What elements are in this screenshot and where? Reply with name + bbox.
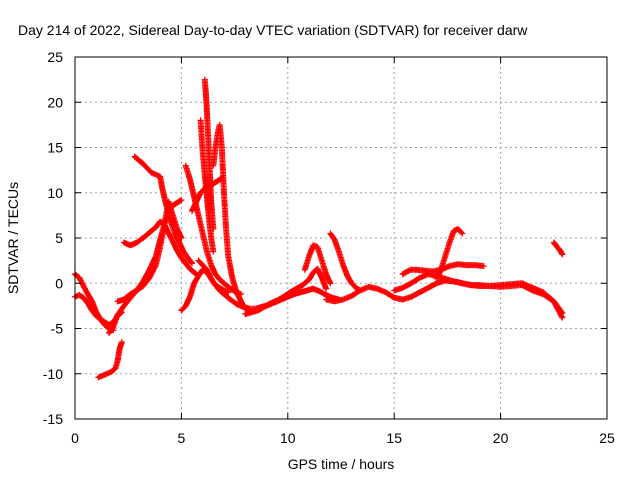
data-series xyxy=(178,266,232,314)
x-tick-label: 25 xyxy=(599,430,615,446)
data-series xyxy=(210,121,257,315)
x-tick-label: 0 xyxy=(71,430,79,446)
y-tick-label: -10 xyxy=(43,366,63,382)
x-tick-label: 15 xyxy=(386,430,402,446)
x-tick-label: 20 xyxy=(493,430,509,446)
data-point-markers xyxy=(114,198,185,305)
y-tick-label: 10 xyxy=(47,185,63,201)
data-point-markers xyxy=(323,277,566,321)
data-point-markers xyxy=(242,265,330,317)
y-tick-label: 25 xyxy=(47,49,63,65)
data-series xyxy=(201,76,217,232)
data-series xyxy=(242,265,330,317)
x-tick-label: 5 xyxy=(178,430,186,446)
y-tick-label: -15 xyxy=(43,411,63,427)
data-series xyxy=(323,277,566,321)
grid xyxy=(75,57,607,419)
x-tick-label: 10 xyxy=(280,430,296,446)
data-series xyxy=(197,117,217,255)
data-point-markers xyxy=(301,242,334,287)
x-axis-label: GPS time / hours xyxy=(288,456,395,472)
y-tick-label: 15 xyxy=(47,140,63,156)
data-markers xyxy=(72,76,566,381)
y-tick-label: 20 xyxy=(47,94,63,110)
data-series xyxy=(550,239,566,258)
y-tick-label: -5 xyxy=(51,321,64,337)
data-point-markers xyxy=(550,239,566,258)
chart-title: Day 214 of 2022, Sidereal Day-to-day VTE… xyxy=(18,22,528,38)
data-series xyxy=(327,230,364,294)
axis-ticks: 0 5 10 15 20 25 -15 -10 -5 0 5 10 15 20 25 xyxy=(43,49,615,446)
data-series xyxy=(301,242,334,287)
data-point-markers xyxy=(182,162,244,298)
data-point-markers xyxy=(178,266,232,314)
y-tick-label: 0 xyxy=(55,275,63,291)
data-point-markers xyxy=(197,117,217,255)
data-point-markers xyxy=(95,339,125,381)
data-series xyxy=(95,339,125,381)
data-series xyxy=(391,271,566,317)
data-series xyxy=(114,198,185,305)
data-point-markers xyxy=(327,230,364,294)
y-axis-label: SDTVAR / TECUs xyxy=(5,182,21,294)
data-series xyxy=(433,225,466,282)
data-point-markers xyxy=(433,225,466,282)
data-point-markers xyxy=(210,121,257,315)
data-series xyxy=(182,162,244,298)
y-tick-label: 5 xyxy=(55,230,63,246)
data-point-markers xyxy=(201,76,217,232)
data-point-markers xyxy=(391,271,566,317)
